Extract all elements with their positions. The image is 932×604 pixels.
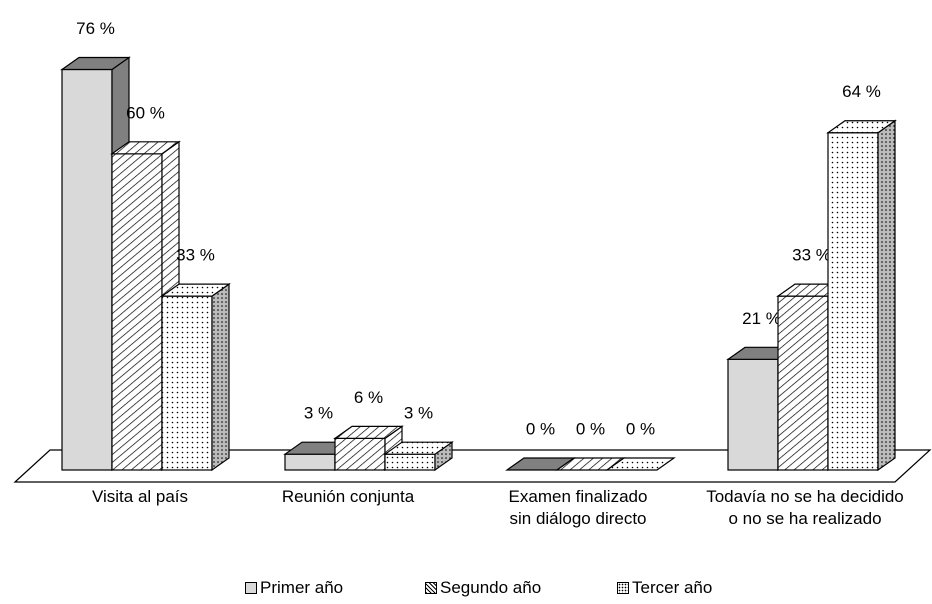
bar-side <box>877 119 896 472</box>
bar-front <box>777 295 829 471</box>
legend-swatch <box>425 582 437 594</box>
bar <box>605 457 676 471</box>
bar-front <box>111 153 163 471</box>
x-tick-label: Visita al país <box>91 487 189 506</box>
bar-top <box>383 441 454 455</box>
bar-top <box>826 120 897 134</box>
data-label: 64 % <box>842 82 881 101</box>
data-label: 21 % <box>742 309 781 328</box>
data-label: 33 % <box>176 246 215 265</box>
data-label: 33 % <box>792 246 831 265</box>
bar-front <box>61 68 113 471</box>
data-label: 60 % <box>126 103 165 122</box>
bar-top <box>160 283 231 297</box>
legend-item: Primer año <box>245 578 343 598</box>
bar-top <box>110 141 181 155</box>
bar <box>826 119 897 472</box>
bar <box>383 441 454 472</box>
bar <box>160 282 231 472</box>
legend-item: Tercer año <box>617 578 712 598</box>
bar-top <box>605 457 676 471</box>
bar-top <box>333 425 404 439</box>
legend-label: Tercer año <box>632 578 713 597</box>
data-label: 3 % <box>404 404 433 423</box>
data-label: 0 % <box>626 419 655 438</box>
x-tick-label: Reunión conjunta <box>281 487 415 506</box>
bar-front <box>334 437 386 471</box>
floor <box>13 449 932 483</box>
bar-front <box>284 453 336 471</box>
data-label: 3 % <box>304 404 333 423</box>
data-label: 76 % <box>76 19 115 38</box>
legend-label: Segundo año <box>440 578 542 597</box>
legend-item: Segundo año <box>425 578 541 598</box>
bar-top <box>60 56 131 71</box>
legend-swatch <box>245 582 257 594</box>
bar-front <box>161 295 213 471</box>
legend-swatch <box>617 582 629 594</box>
bar-front <box>384 453 436 471</box>
data-label: 6 % <box>354 388 383 407</box>
legend-label: Primer año <box>260 578 344 597</box>
bar-side <box>211 282 230 472</box>
x-tick-label: Examen finalizado sin diálogo directo <box>508 487 648 528</box>
data-label: 0 % <box>576 419 605 438</box>
x-tick-label: Todavía no se ha decidido o no se ha rea… <box>706 487 904 528</box>
data-label: 0 % <box>526 419 555 438</box>
bar-front <box>727 358 779 471</box>
bar-front <box>827 132 879 471</box>
